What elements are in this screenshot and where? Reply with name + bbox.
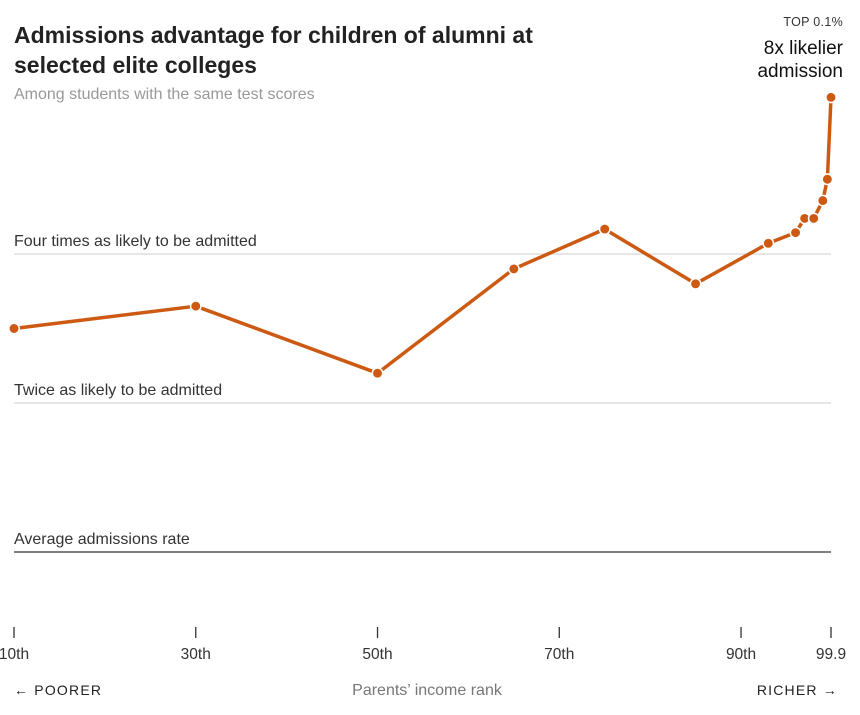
x-tick-label-70th: 70th	[544, 646, 574, 663]
data-point-85	[689, 277, 702, 290]
data-point-75	[598, 223, 611, 236]
x-tick-label-90th: 90th	[726, 646, 756, 663]
annotation-callout: 8x likelier admission	[757, 37, 843, 83]
chart-title: Admissions advantage for children of alu…	[14, 22, 533, 78]
data-point-65	[507, 262, 520, 275]
data-point-99.5	[821, 173, 834, 186]
chart-subtitle: Among students with the same test scores	[14, 86, 315, 103]
x-tick-label-10th: 10th	[0, 646, 29, 663]
reference-label-1x: Average admissions rate	[14, 531, 190, 548]
annotation-line-2: admission	[757, 61, 843, 82]
data-point-30	[189, 300, 202, 313]
annotation-line-1: 8x likelier	[763, 38, 843, 59]
reference-label-4x: Four times as likely to be admitted	[14, 233, 257, 250]
data-point-96	[789, 226, 802, 239]
x-tick-label-99.9: 99.9	[816, 646, 846, 663]
poorer-direction-label: ← POORER	[14, 682, 102, 698]
x-tick-label-50th: 50th	[362, 646, 392, 663]
x-tick-label-30th: 30th	[181, 646, 211, 663]
data-point-50	[371, 367, 384, 380]
data-point-93	[762, 237, 775, 250]
data-point-99	[816, 194, 829, 207]
data-point-98	[807, 212, 820, 225]
reference-label-2x: Twice as likely to be admitted	[14, 382, 222, 399]
x-axis-title: Parents’ income rank	[352, 682, 503, 699]
data-point-99.9	[825, 91, 837, 104]
annotation-tag: TOP 0.1%	[783, 15, 843, 29]
richer-direction-label: RICHER →	[757, 682, 838, 698]
data-point-10	[8, 322, 20, 335]
